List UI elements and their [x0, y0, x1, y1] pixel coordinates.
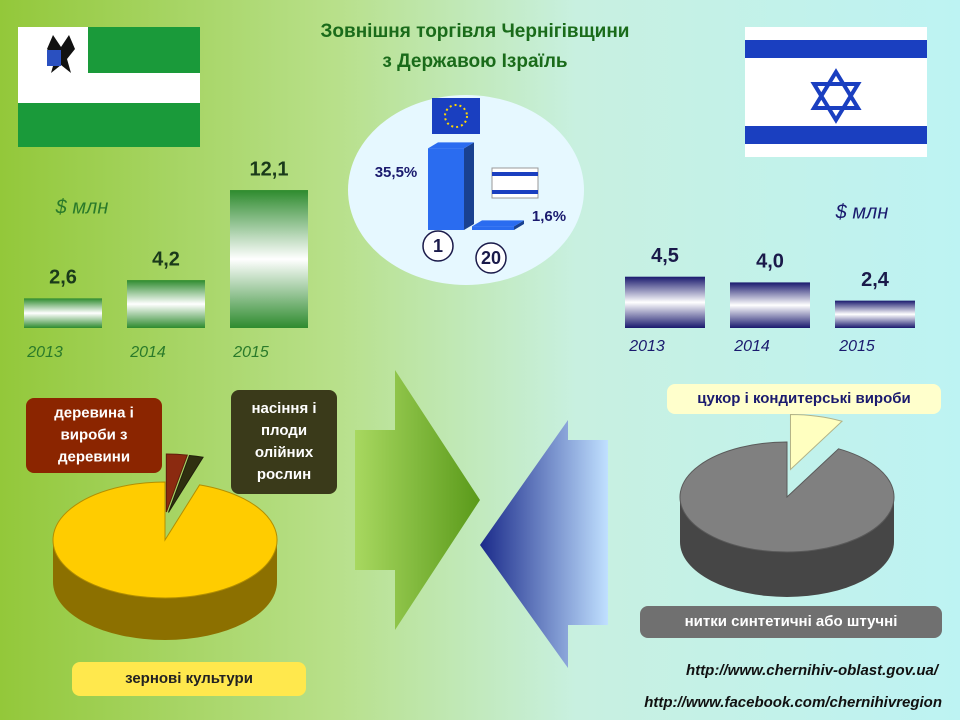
bar — [835, 300, 915, 328]
eu-flag — [432, 98, 480, 134]
category-box — [667, 384, 941, 414]
category-box — [231, 390, 337, 494]
rank-label: 1 — [433, 236, 443, 256]
value-label: 4,2 — [152, 248, 180, 270]
value-label: 4,0 — [756, 251, 784, 273]
bar-side — [464, 142, 474, 230]
rank-label: 20 — [481, 248, 501, 268]
rank-circle — [422, 230, 454, 262]
pie-slice — [52, 481, 278, 599]
israel-mini-flag — [491, 167, 539, 199]
x-tick-label: 2013 — [628, 338, 665, 355]
category-label: зернові культури — [125, 670, 253, 687]
pie-slice — [679, 441, 895, 553]
category-label: насіння і плоди олійних рослин — [251, 400, 316, 483]
x-tick-label: 2015 — [838, 338, 875, 355]
unit-label: $ млн — [835, 201, 889, 223]
pie-slice — [168, 454, 204, 513]
bar-top — [428, 142, 474, 149]
bar — [625, 276, 705, 328]
x-tick-label: 2013 — [26, 344, 63, 361]
value-label: 2,6 — [49, 267, 77, 289]
category-box — [26, 398, 162, 473]
value-label: 2,4 — [861, 269, 890, 291]
category-label: деревина і вироби з деревини — [54, 404, 134, 465]
chernihiv-flag — [18, 27, 200, 147]
link[interactable]: http://www.facebook.com/chernihivregion — [644, 694, 942, 711]
bar-side — [514, 220, 524, 230]
unit-label: $ млн — [55, 196, 109, 218]
value-label: 1,6% — [532, 208, 566, 225]
value-label: 4,5 — [651, 245, 679, 267]
category-box — [640, 606, 942, 638]
category-label: цукор і кондитерські вироби — [697, 390, 911, 407]
bar — [230, 190, 308, 328]
bar — [127, 280, 205, 328]
value-label: 12,1 — [250, 158, 289, 180]
israel-flag — [745, 27, 927, 157]
value-label: 35,5% — [375, 164, 418, 181]
import-arrow — [480, 420, 608, 668]
rank-circle — [475, 242, 507, 274]
export-arrow — [355, 370, 480, 630]
pie-slice — [165, 453, 188, 513]
bar — [472, 226, 514, 230]
title: Зовнішня торгівля Чернігівщини — [321, 21, 630, 42]
bar-top — [472, 220, 524, 227]
bar — [428, 148, 464, 230]
subtitle: з Державою Ізраїль — [382, 51, 567, 72]
bar — [24, 298, 102, 328]
x-tick-label: 2015 — [232, 344, 269, 361]
category-label: нитки синтетичні або штучні — [685, 613, 898, 630]
x-tick-label: 2014 — [129, 344, 166, 361]
x-tick-label: 2014 — [733, 338, 770, 355]
pie-slice — [789, 413, 844, 471]
bar — [730, 282, 810, 328]
category-box — [72, 662, 306, 696]
link[interactable]: http://www.chernihiv-oblast.gov.ua/ — [686, 662, 940, 679]
